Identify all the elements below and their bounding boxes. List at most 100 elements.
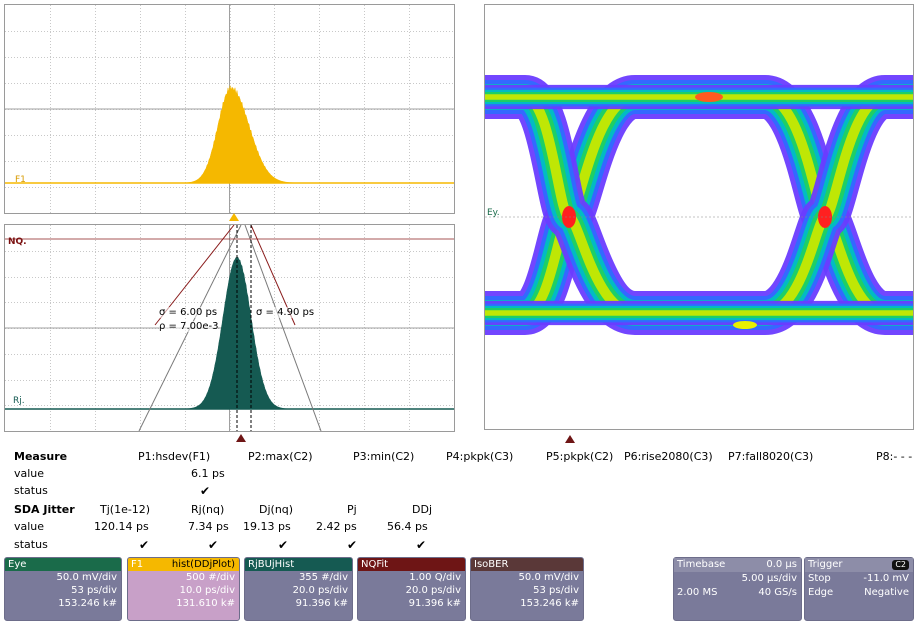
jitter-status-row: status ✔ ✔ ✔ ✔ ✔ bbox=[14, 537, 914, 553]
descriptor-rj-line1: 355 #/div bbox=[298, 572, 348, 583]
eye-hotspot-top bbox=[695, 92, 723, 102]
jitter-dj-name[interactable]: Dj(nq) bbox=[259, 503, 294, 516]
param-p5-name[interactable]: P5:pkpk(C2) bbox=[546, 450, 614, 463]
trigger-type: Edge bbox=[808, 587, 834, 598]
trigger-mode: Stop bbox=[808, 573, 831, 584]
param-p6-name[interactable]: P6:rise2080(C3) bbox=[624, 450, 713, 463]
param-p8-name[interactable]: P8:- - - bbox=[876, 450, 913, 463]
descriptor-iso-label: IsoBER bbox=[474, 559, 509, 570]
jitter-ddj-name[interactable]: DDj bbox=[412, 503, 432, 516]
param-p2-name[interactable]: P2:max(C2) bbox=[248, 450, 313, 463]
trigger-header: Trigger C2 bbox=[805, 558, 913, 572]
descriptor-f1-line2: 10.0 ps/div bbox=[179, 585, 235, 596]
jitter-rj-check-icon: ✔ bbox=[208, 538, 219, 552]
jitter-value-row: value 120.14 ps 7.34 ps 19.13 ps 2.42 ps… bbox=[14, 519, 914, 535]
trigger-row2: Edge Negative bbox=[805, 586, 913, 600]
descriptor-nqfit[interactable]: NQFit 1.00 Q/div 20.0 ps/div 91.396 k# bbox=[357, 557, 466, 621]
descriptor-nq-line3: 91.396 k# bbox=[408, 598, 461, 609]
histogram-plot bbox=[5, 5, 454, 213]
descriptor-eye-line2: 53 ps/div bbox=[71, 585, 117, 596]
measure-status-row: status ✔ bbox=[14, 483, 914, 499]
descriptor-eye[interactable]: Eye 50.0 mV/div 53 ps/div 153.246 k# bbox=[4, 557, 122, 621]
jitter-tj-check-icon: ✔ bbox=[139, 538, 150, 552]
descriptor-f1[interactable]: F1 hist(DDjPlot) 500 #/div 10.0 ps/div 13… bbox=[127, 557, 240, 621]
rj-histogram bbox=[5, 256, 454, 410]
measure-value-row: value 6.1 ps bbox=[14, 466, 914, 482]
trigger-marker-lower bbox=[236, 434, 246, 442]
jitter-tj-value: 120.14 ps bbox=[94, 520, 149, 533]
trigger-channel-badge: C2 bbox=[892, 560, 909, 570]
descriptor-rj-line2: 20.0 ps/div bbox=[292, 585, 348, 596]
trigger-label: Trigger bbox=[808, 559, 843, 570]
descriptor-nq-label: NQFit bbox=[361, 559, 389, 570]
descriptor-rj-label: RjBUjHist bbox=[248, 559, 295, 570]
measure-title: Measure bbox=[14, 450, 68, 463]
timebase-header: Timebase 0.0 µs bbox=[674, 558, 801, 572]
param-p1-name[interactable]: P1:hsdev(F1) bbox=[138, 450, 211, 463]
descriptor-f1-line3: 131.610 k# bbox=[176, 598, 235, 609]
descriptor-eye-label: Eye bbox=[8, 559, 27, 570]
trigger-slope: Negative bbox=[864, 587, 909, 598]
param-p4-name[interactable]: P4:pkpk(C3) bbox=[446, 450, 514, 463]
timebase-label: Timebase bbox=[677, 559, 726, 570]
jitter-ddj-check-icon: ✔ bbox=[416, 538, 427, 552]
jitter-pj-check-icon: ✔ bbox=[347, 538, 358, 552]
rj-histogram-plot bbox=[5, 225, 454, 431]
timebase-row1: 5.00 µs/div bbox=[674, 572, 801, 586]
jitter-value-label: value bbox=[14, 520, 45, 533]
trigger-marker-up bbox=[229, 213, 239, 221]
descriptor-iso-line3: 153.246 k# bbox=[520, 598, 579, 609]
descriptor-f1-function: hist(DDjPlot) bbox=[171, 559, 235, 570]
descriptor-isober[interactable]: IsoBER 50.0 mV/div 53 ps/div 153.246 k# bbox=[470, 557, 584, 621]
timebase-rate: 40 GS/s bbox=[758, 587, 797, 598]
descriptor-rjbujhist[interactable]: RjBUjHist 355 #/div 20.0 ps/div 91.396 k… bbox=[244, 557, 353, 621]
trace-tag-nq: NQ. bbox=[8, 237, 27, 247]
jitter-dj-value: 19.13 ps bbox=[243, 520, 291, 533]
nq-fit-right-line bbox=[244, 225, 322, 431]
trace-tag-eye: Ey. bbox=[487, 208, 500, 218]
descriptor-f1-label: F1 bbox=[131, 559, 144, 570]
jitter-tj-name[interactable]: Tj(1e-12) bbox=[100, 503, 151, 516]
measure-value-label: value bbox=[14, 467, 45, 480]
descriptor-rj-header: RjBUjHist bbox=[245, 558, 352, 571]
jitter-header-row: SDA Jitter Tj(1e-12) Rj(nq) Dj(nq) Pj DD… bbox=[14, 502, 914, 518]
trigger-level: -11.0 mV bbox=[863, 573, 909, 584]
param-p1-value: 6.1 ps bbox=[191, 467, 225, 480]
timebase-per-div: 5.00 µs/div bbox=[741, 573, 797, 584]
param-p7-name[interactable]: P7:fall8020(C3) bbox=[728, 450, 814, 463]
timebase-samples: 2.00 MS bbox=[677, 587, 718, 598]
trigger-row1: Stop -11.0 mV bbox=[805, 572, 913, 586]
descriptor-nq-line1: 1.00 Q/div bbox=[409, 572, 461, 583]
trigger-marker-eye bbox=[565, 435, 575, 443]
timebase-offset: 0.0 µs bbox=[766, 559, 797, 570]
jitter-ddj-value: 56.4 ps bbox=[387, 520, 428, 533]
timebase-descriptor[interactable]: Timebase 0.0 µs 5.00 µs/div 2.00 MS 40 G… bbox=[673, 557, 802, 621]
param-p1-status-check-icon: ✔ bbox=[200, 484, 211, 498]
descriptor-iso-line2: 53 ps/div bbox=[533, 585, 579, 596]
timebase-row2: 2.00 MS 40 GS/s bbox=[674, 586, 801, 600]
descriptor-iso-header: IsoBER bbox=[471, 558, 583, 571]
descriptor-f1-header: F1 hist(DDjPlot) bbox=[128, 558, 239, 571]
measure-header-row: Measure P1:hsdev(F1) P2:max(C2) P3:min(C… bbox=[14, 449, 914, 465]
sigma-right-label: σ = 4.90 ps bbox=[256, 307, 315, 318]
sda-jitter-title: SDA Jitter bbox=[14, 503, 75, 516]
jitter-rj-name[interactable]: Rj(nq) bbox=[191, 503, 225, 516]
jitter-pj-value: 2.42 ps bbox=[316, 520, 357, 533]
measure-status-label: status bbox=[14, 484, 48, 497]
jitter-dj-check-icon: ✔ bbox=[278, 538, 289, 552]
eye-diagram-panel[interactable]: Ey. bbox=[484, 4, 914, 430]
trace-tag-f1: F1 bbox=[15, 175, 26, 185]
jitter-rj-value: 7.34 ps bbox=[188, 520, 229, 533]
trace-tag-rj: Rj. bbox=[13, 396, 25, 406]
descriptor-eye-line1: 50.0 mV/div bbox=[56, 572, 117, 583]
param-p3-name[interactable]: P3:min(C2) bbox=[353, 450, 415, 463]
jitter-pj-name[interactable]: Pj bbox=[347, 503, 357, 516]
descriptor-iso-line1: 50.0 mV/div bbox=[518, 572, 579, 583]
descriptor-eye-line3: 153.246 k# bbox=[58, 598, 117, 609]
histogram-panel[interactable]: F1 bbox=[4, 4, 455, 214]
trigger-descriptor[interactable]: Trigger C2 Stop -11.0 mV Edge Negative bbox=[804, 557, 914, 621]
descriptor-rj-line3: 91.396 k# bbox=[295, 598, 348, 609]
descriptor-nq-line2: 20.0 ps/div bbox=[405, 585, 461, 596]
rj-nq-panel[interactable]: NQ. Rj. σ = 6.00 ps ρ = 7.00e-3 σ = 4.90… bbox=[4, 224, 455, 432]
f1-histogram bbox=[5, 85, 454, 184]
